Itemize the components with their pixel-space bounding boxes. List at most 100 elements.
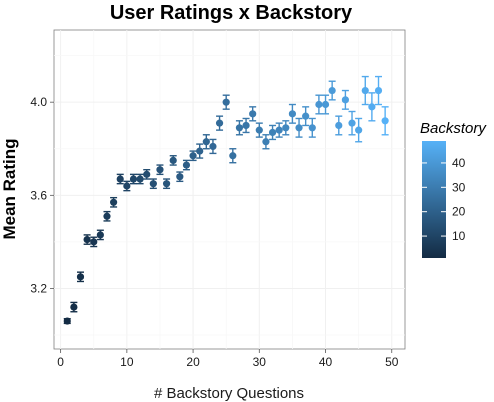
x-tick-label: 40 xyxy=(319,355,333,369)
data-point xyxy=(123,182,131,190)
legend: Backstory 10 20 30 40 xyxy=(420,120,487,258)
data-point xyxy=(129,175,138,183)
data-point-group xyxy=(308,117,316,138)
x-axis: 0 10 20 30 40 50 xyxy=(57,349,399,369)
data-point xyxy=(182,161,191,169)
x-tick-label: 30 xyxy=(253,355,267,369)
data-point-group xyxy=(235,120,244,136)
legend-title: Backstory xyxy=(420,120,487,137)
legend-tick-label: 40 xyxy=(452,156,466,170)
data-point-group xyxy=(275,122,283,138)
data-point xyxy=(348,119,356,127)
data-point-group xyxy=(348,110,356,136)
data-point xyxy=(341,96,349,104)
data-point xyxy=(335,121,343,130)
data-point-group xyxy=(96,229,104,241)
legend-tick-label: 10 xyxy=(452,229,466,243)
data-point xyxy=(268,128,277,137)
x-tick-label: 20 xyxy=(186,355,200,369)
data-point-group xyxy=(209,138,217,155)
plot-panel xyxy=(53,29,406,350)
data-point-group xyxy=(242,117,250,134)
data-point-group xyxy=(335,115,343,136)
data-point xyxy=(103,212,111,220)
data-point-group xyxy=(262,134,270,150)
data-point-group xyxy=(116,173,124,185)
data-point xyxy=(262,138,270,146)
data-point xyxy=(70,303,78,311)
y-tick-label: 3.6 xyxy=(30,188,47,202)
data-point xyxy=(374,86,383,95)
data-point-group xyxy=(374,75,383,106)
data-point xyxy=(235,124,244,132)
data-point-group xyxy=(282,120,290,136)
data-point xyxy=(288,110,297,118)
data-point xyxy=(162,180,171,188)
data-point xyxy=(275,126,283,134)
data-point-group xyxy=(341,89,349,110)
data-point xyxy=(215,119,224,127)
data-point-group xyxy=(229,148,237,164)
data-point-group xyxy=(162,178,171,190)
data-point xyxy=(116,175,124,183)
data-point xyxy=(189,152,197,160)
chart-title: User Ratings x Backstory xyxy=(110,2,353,24)
data-point xyxy=(156,166,164,174)
legend-tick-label: 30 xyxy=(452,180,466,194)
data-point xyxy=(209,142,217,151)
data-point xyxy=(63,317,71,325)
data-point-group xyxy=(249,106,257,122)
data-point xyxy=(295,124,303,132)
data-point xyxy=(282,124,290,132)
x-axis-label: # Backstory Questions xyxy=(154,385,304,402)
data-point-group xyxy=(196,143,204,159)
data-point xyxy=(361,86,369,95)
data-point xyxy=(176,173,184,181)
data-point-group xyxy=(156,164,164,176)
data-point-group xyxy=(189,150,197,162)
x-tick-label: 10 xyxy=(120,355,134,369)
data-point-group xyxy=(176,171,184,183)
data-point-group xyxy=(302,106,310,127)
data-point xyxy=(242,121,250,130)
data-point-group xyxy=(215,115,224,131)
data-point xyxy=(368,103,376,111)
data-point-group xyxy=(90,236,98,248)
data-point-group xyxy=(63,317,71,325)
data-point-group xyxy=(169,155,177,166)
y-tick-label: 4.0 xyxy=(30,95,47,109)
data-point xyxy=(169,156,177,164)
data-point xyxy=(355,126,363,134)
data-point xyxy=(328,86,336,95)
data-point-group xyxy=(149,178,157,190)
y-axis-label: Mean Rating xyxy=(0,138,19,239)
legend-colorbar xyxy=(422,141,446,258)
data-point-group xyxy=(123,180,131,192)
data-point-group xyxy=(381,106,389,136)
legend-tick-label: 20 xyxy=(452,205,466,219)
data-point-group xyxy=(143,169,151,180)
data-point-group xyxy=(110,196,118,208)
data-point-group xyxy=(355,117,363,143)
data-point xyxy=(222,98,230,106)
x-tick-label: 0 xyxy=(57,355,64,369)
plot-border xyxy=(53,29,406,350)
data-point-group xyxy=(222,94,230,110)
data-point-group xyxy=(182,159,191,171)
data-point xyxy=(308,124,316,132)
y-tick-label: 3.2 xyxy=(30,281,47,295)
data-point-group xyxy=(129,173,138,185)
data-point xyxy=(83,235,91,244)
data-point xyxy=(315,100,323,109)
data-point xyxy=(136,175,144,183)
data-point-group xyxy=(321,94,330,115)
data-point-group xyxy=(136,173,144,185)
data-point-group xyxy=(103,210,111,222)
data-point xyxy=(321,100,330,109)
data-point xyxy=(149,180,157,188)
data-marks xyxy=(63,75,389,325)
data-point xyxy=(249,110,257,118)
data-point-group xyxy=(368,92,376,122)
data-point-group xyxy=(361,75,369,106)
data-point-group xyxy=(202,134,210,150)
